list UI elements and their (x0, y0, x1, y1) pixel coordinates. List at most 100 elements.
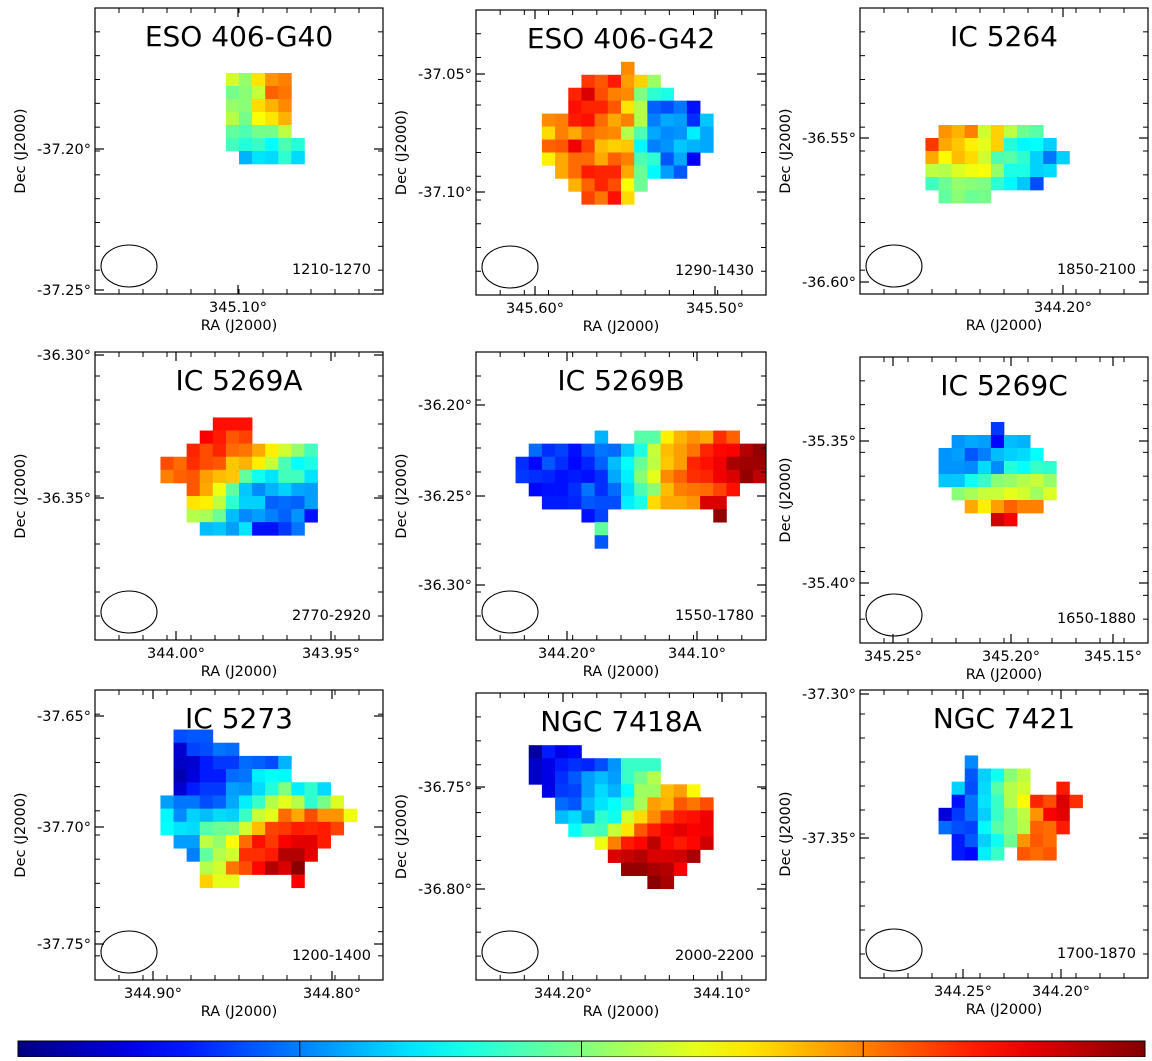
velocity-pixel (199, 782, 214, 796)
velocity-pixel (686, 482, 701, 497)
velocity-pixel (726, 430, 740, 444)
y-tick-label: -36.60° (802, 275, 856, 291)
velocity-field (528, 745, 714, 890)
velocity-pixel (634, 443, 648, 458)
panel: 345.60° 345.50° -37.05° -37.10° ESO 406-G42 R… (394, 9, 767, 335)
panel: 345.10° -37.20° -37.25° ESO 406-G40 RA (J200… (13, 7, 384, 334)
velocity-pixel (686, 810, 701, 824)
velocity-pixel (568, 771, 582, 785)
velocity-pixel (291, 861, 305, 875)
velocity-pixel (647, 875, 661, 890)
velocity-pixel (673, 784, 688, 798)
velocity-pixel (1030, 177, 1044, 191)
velocity-pixel (977, 834, 992, 848)
velocity-range-label: 1210-1270 (292, 262, 371, 278)
velocity-pixel (607, 178, 622, 192)
velocity-pixel (634, 849, 648, 863)
velocity-pixel (925, 138, 939, 152)
velocity-pixel (660, 784, 675, 798)
velocity-pixel (278, 835, 292, 849)
velocity-pixel (252, 112, 266, 126)
y-axis-label: Dec (J2000) (778, 791, 794, 876)
velocity-pixel (594, 443, 609, 458)
velocity-pixel (700, 823, 714, 837)
velocity-pixel (607, 469, 622, 484)
velocity-pixel (634, 113, 648, 127)
velocity-pixel (278, 795, 292, 809)
velocity-pixel (265, 782, 279, 796)
velocity-pixel (660, 849, 675, 863)
velocity-pixel (700, 430, 714, 444)
velocity-pixel (581, 784, 595, 798)
velocity-pixel (265, 755, 279, 770)
velocity-pixel (304, 821, 318, 836)
velocity-pixel (686, 469, 701, 484)
velocity-pixel (225, 835, 240, 849)
velocity-pixel (621, 139, 635, 153)
velocity-pixel (964, 781, 979, 796)
velocity-pixel (977, 461, 992, 475)
velocity-pixel (528, 443, 543, 458)
velocity-pixel (212, 482, 227, 497)
velocity-pixel (555, 139, 569, 153)
velocity-pixel (541, 496, 556, 510)
velocity-pixel (278, 482, 292, 497)
velocity-pixel (199, 861, 214, 875)
velocity-pixel (990, 820, 1005, 835)
velocity-pixel (225, 112, 240, 126)
velocity-pixel (673, 126, 688, 140)
velocity-pixel (265, 443, 279, 458)
velocity-pixel (700, 482, 714, 497)
velocity-pixel (621, 797, 635, 811)
velocity-pixel (594, 771, 609, 785)
velocity-pixel (700, 443, 714, 458)
velocity-pixel (594, 165, 609, 179)
velocity-pixel (291, 795, 305, 809)
velocity-pixel (225, 86, 240, 100)
velocity-pixel (541, 469, 556, 484)
velocity-pixel (581, 496, 595, 510)
velocity-pixel (555, 771, 569, 785)
velocity-pixel (700, 836, 714, 850)
velocity-pixel (1056, 820, 1070, 835)
velocity-pixel (252, 86, 266, 100)
velocity-pixel (673, 836, 688, 850)
velocity-pixel (225, 795, 240, 809)
velocity-pixel (212, 769, 227, 783)
panel-title: IC 5264 (950, 20, 1058, 53)
velocity-pixel (317, 808, 331, 823)
velocity-pixel (951, 487, 966, 501)
velocity-pixel (173, 769, 187, 783)
velocity-pixel (673, 862, 688, 876)
velocity-pixel (951, 435, 966, 449)
velocity-pixel (581, 178, 595, 192)
y-tick-label: -37.65° (37, 709, 91, 725)
velocity-pixel (252, 99, 266, 113)
velocity-pixel (1030, 487, 1044, 501)
velocity-pixel (186, 782, 201, 796)
velocity-field (225, 73, 305, 165)
velocity-pixel (1043, 794, 1057, 809)
velocity-pixel (304, 808, 318, 823)
velocity-pixel (186, 443, 201, 458)
velocity-pixel (673, 496, 688, 510)
velocity-pixel (990, 513, 1005, 527)
velocity-pixel (252, 496, 266, 510)
velocity-pixel (1030, 847, 1044, 861)
velocity-pixel (726, 456, 740, 471)
x-axis-label: RA (J2000) (583, 319, 660, 335)
velocity-pixel (990, 768, 1005, 782)
velocity-pixel (581, 443, 595, 458)
velocity-field (938, 422, 1057, 527)
velocity-pixel (673, 797, 688, 811)
velocity-pixel (252, 861, 266, 875)
velocity-pixel (951, 807, 966, 822)
velocity-range-label: 2770-2920 (292, 608, 371, 624)
velocity-pixel (647, 139, 661, 153)
velocity-pixel (568, 823, 582, 837)
velocity-pixel (278, 522, 292, 536)
velocity-pixel (555, 469, 569, 484)
velocity-pixel (634, 496, 648, 510)
velocity-pixel (673, 100, 688, 114)
velocity-pixel (686, 496, 701, 510)
